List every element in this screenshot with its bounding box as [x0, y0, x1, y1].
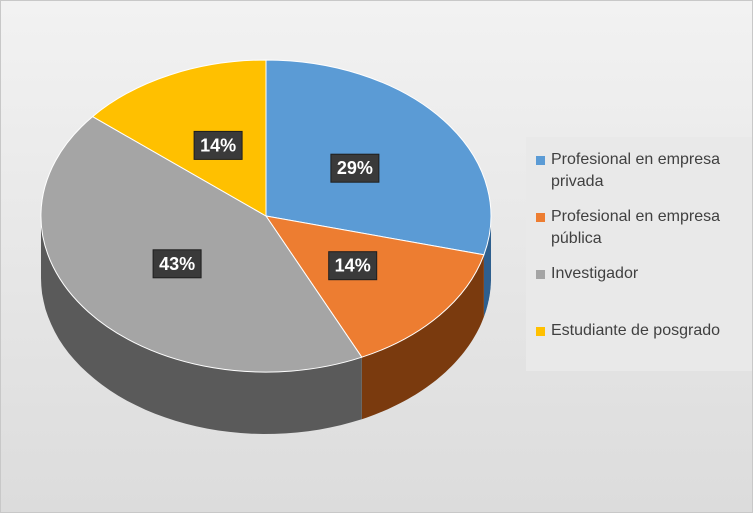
data-label-researcher: 43% [152, 249, 202, 279]
pie-slice-researcher [40, 115, 363, 373]
pie-side-public [361, 254, 484, 420]
data-label-box-public [328, 251, 378, 281]
legend-item-private: Profesional en empresa privada [536, 149, 751, 193]
data-label-student: 14% [193, 130, 243, 160]
data-label-text-private: 29% [337, 158, 373, 178]
legend-label-researcher: Investigador [551, 265, 639, 282]
legend-item-student: Estudiante de posgrado [536, 320, 751, 342]
legend-swatch-researcher [536, 270, 545, 279]
legend-label-public: Profesional en empresa pública [551, 208, 720, 247]
data-label-private: 29% [330, 153, 380, 183]
data-label-box-student [193, 130, 243, 160]
data-label-box-private [330, 153, 380, 183]
data-label-text-student: 14% [200, 135, 236, 155]
pie-side-researcher [41, 216, 362, 434]
pie-labels: 29% 14% 43% 14% [152, 130, 380, 281]
pie-sides [41, 216, 491, 434]
legend-label-private: Profesional en empresa privada [551, 151, 720, 190]
pie-slice-public [264, 215, 485, 358]
legend-swatch-private [536, 156, 545, 165]
pie-side-private [483, 216, 491, 317]
data-label-text-researcher: 43% [159, 254, 195, 274]
data-label-box-researcher [152, 249, 202, 279]
legend-item-researcher: Investigador [536, 263, 751, 285]
chart-legend: Profesional en empresa privada Profesion… [526, 137, 752, 371]
pie-slice-student [91, 59, 267, 217]
pie-top [40, 59, 492, 373]
data-label-text-public: 14% [335, 256, 371, 276]
legend-item-public: Profesional en empresa pública [536, 206, 751, 250]
legend-swatch-student [536, 327, 545, 336]
legend-swatch-public [536, 213, 545, 222]
data-label-public: 14% [328, 251, 378, 281]
legend-label-student: Estudiante de posgrado [551, 322, 721, 339]
